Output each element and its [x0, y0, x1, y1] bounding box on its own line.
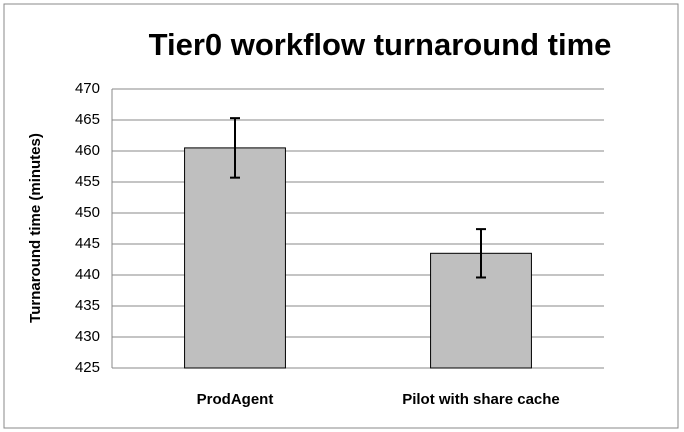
- y-tick-label: 470: [75, 80, 100, 97]
- y-tick-label: 460: [75, 142, 100, 159]
- y-tick-label: 445: [75, 235, 100, 252]
- y-tick-label: 430: [75, 328, 100, 345]
- error-bar: [230, 117, 240, 179]
- chart-title: Tier0 workflow turnaround time: [149, 27, 612, 62]
- chart-border: [3, 3, 679, 429]
- bar: [184, 147, 286, 369]
- y-tick-label: 465: [75, 111, 100, 128]
- y-tick-label: 450: [75, 204, 100, 221]
- y-tick-label: 435: [75, 297, 100, 314]
- error-bar: [476, 228, 486, 279]
- y-tick-label: 455: [75, 173, 100, 190]
- x-tick-label: Pilot with share cache: [402, 391, 560, 408]
- y-axis-label: Turnaround time (minutes): [27, 133, 44, 323]
- x-tick-label: ProdAgent: [197, 391, 274, 408]
- y-tick-label: 440: [75, 266, 100, 283]
- y-tick-label: 425: [75, 359, 100, 376]
